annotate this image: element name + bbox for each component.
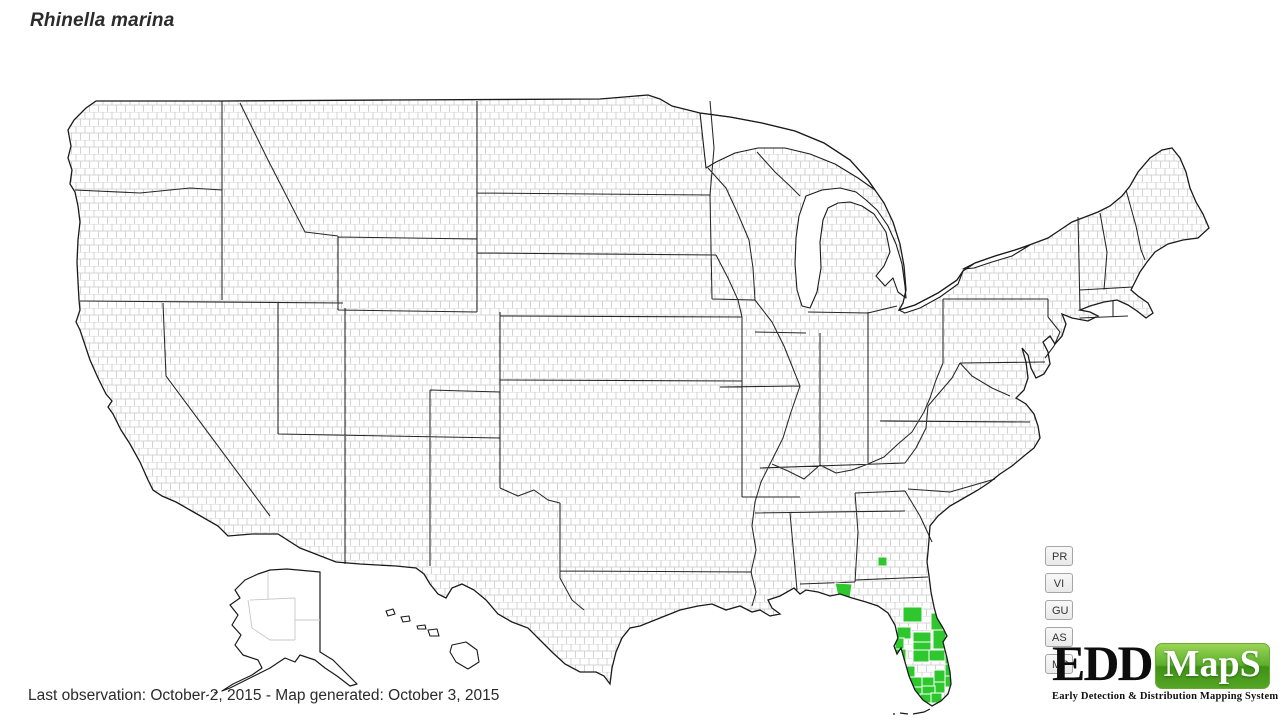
eddmaps-logo-maps: MapS [1154, 643, 1270, 689]
territory-button-as[interactable]: AS [1045, 627, 1073, 647]
territory-button-mp[interactable]: MP [1045, 654, 1073, 674]
territory-button-vi[interactable]: VI [1045, 573, 1073, 593]
hawaii-inset [385, 608, 480, 670]
species-title: Rhinella marina [30, 10, 175, 31]
territory-button-gu[interactable]: GU [1045, 600, 1073, 620]
alaska-inset [205, 568, 358, 697]
eddmaps-logo-edd: EDD [1052, 635, 1154, 691]
eddmaps-logo: EDD MapS Early Detection & Distribution … [1052, 635, 1279, 705]
florida-keys [893, 708, 931, 715]
eddmaps-logo-tagline: Early Detection & Distribution Mapping S… [1052, 691, 1279, 702]
map-generated-note: Last observation: October 2, 2015 - Map … [28, 687, 500, 704]
lower48-land [68, 95, 1209, 706]
state-borders [74, 100, 1146, 611]
territory-button-pr[interactable]: PR [1045, 546, 1073, 566]
county-grid [68, 95, 1209, 706]
